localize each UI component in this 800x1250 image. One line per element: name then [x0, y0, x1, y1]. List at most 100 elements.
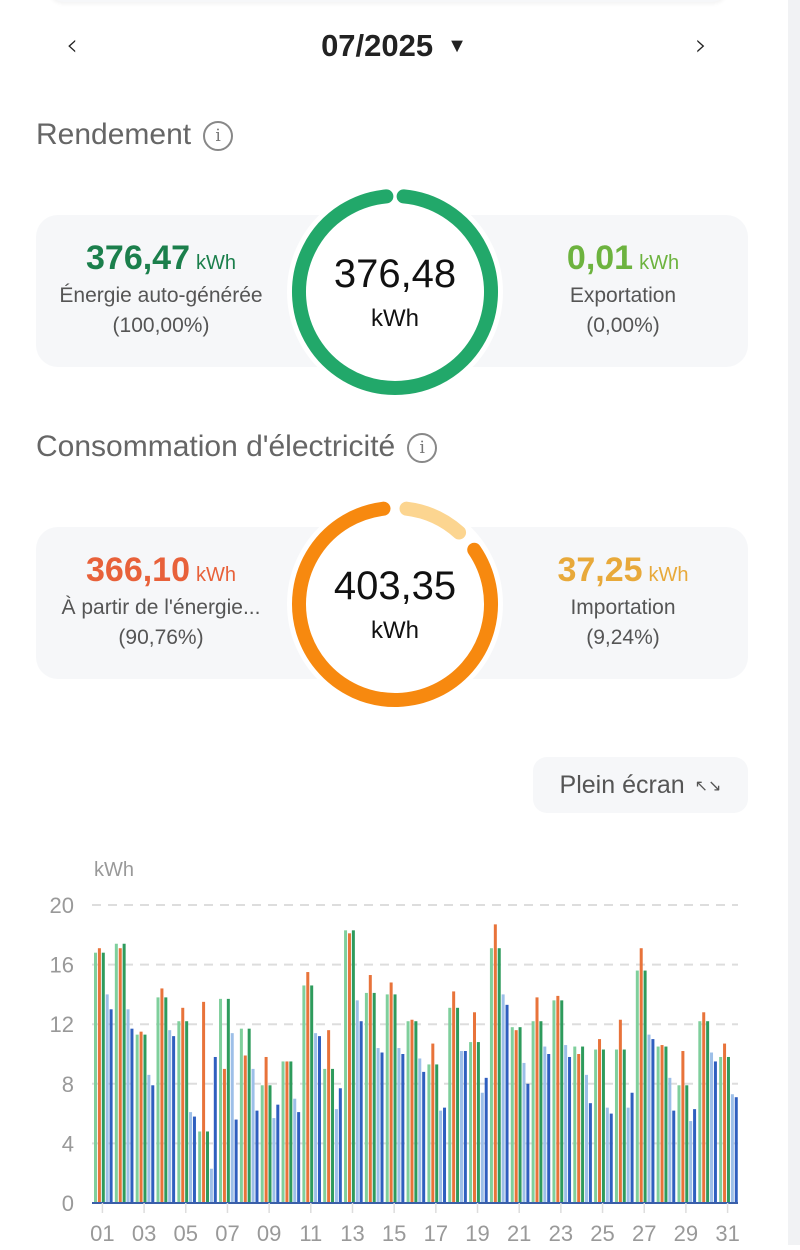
x-tick-label: 09	[257, 1221, 281, 1245]
bar-series-5-day-07	[234, 1119, 238, 1203]
consumption-ring	[287, 496, 503, 712]
bar-series-1-day-16	[406, 1021, 410, 1203]
x-tick-label: 25	[590, 1221, 614, 1245]
consumption-title: Consommation d'électricité	[36, 430, 396, 463]
bar-series-5-day-19	[484, 1077, 488, 1203]
info-icon[interactable]: i	[203, 121, 234, 151]
bar-series-2-day-13	[347, 933, 351, 1203]
bar-series-5-day-29	[693, 1109, 697, 1203]
yield-total-value: 376,48	[333, 251, 457, 296]
yield-ring-arc	[292, 189, 498, 395]
caret-down-icon: ▼	[447, 35, 467, 57]
chevron-right-icon[interactable]: ›	[695, 28, 707, 63]
bar-series-5-day-28	[672, 1110, 676, 1203]
bar-series-5-day-26	[630, 1092, 634, 1203]
bar-series-2-day-30	[702, 1012, 706, 1203]
bar-series-2-day-21	[514, 1030, 518, 1203]
chevron-left-icon[interactable]: ‹	[66, 28, 78, 63]
bar-series-2-day-16	[410, 1019, 414, 1203]
x-tick-label: 31	[715, 1221, 739, 1245]
self-generated-percent: (100,00%)	[112, 314, 210, 337]
bar-series-2-day-28	[660, 1045, 664, 1203]
export-unit: kWh	[639, 252, 680, 274]
bar-series-5-day-08	[255, 1110, 259, 1203]
bar-series-5-day-17	[443, 1107, 447, 1203]
bar-series-4-day-19	[480, 1092, 484, 1203]
bar-series-3-day-15	[393, 994, 397, 1203]
bar-series-4-day-02	[126, 1009, 130, 1203]
month-selector[interactable]: 07/2025 ▼	[0, 28, 788, 64]
bar-series-5-day-30	[713, 1061, 717, 1203]
bar-series-4-day-22	[543, 1046, 547, 1203]
bar-series-2-day-09	[264, 1056, 268, 1203]
scrollbar-track[interactable]	[788, 0, 800, 1245]
bar-series-1-day-03	[135, 1034, 139, 1203]
bar-series-2-day-23	[556, 995, 560, 1203]
import-label: Importation	[570, 596, 676, 619]
bar-series-1-day-02	[114, 943, 118, 1203]
consumption-gauge: 403,35 kWh	[283, 492, 507, 716]
bar-series-5-day-06	[213, 1056, 217, 1203]
import-percent: (9,24%)	[586, 626, 660, 649]
export-stat: 0,01 kWh Exportation (0,00%)	[498, 239, 748, 338]
bar-series-4-day-29	[689, 1121, 693, 1203]
bar-series-4-day-09	[272, 1118, 276, 1203]
bar-series-1-day-17	[427, 1064, 431, 1203]
export-value: 0,01	[566, 239, 634, 277]
export-label: Exportation	[569, 284, 677, 307]
expand-icon: ↖↘	[694, 775, 722, 795]
bar-series-5-day-22	[547, 1054, 551, 1203]
bar-series-2-day-29	[681, 1051, 685, 1203]
info-icon[interactable]: i	[407, 433, 438, 463]
x-tick-label: 23	[549, 1221, 573, 1245]
bar-series-2-day-10	[285, 1061, 289, 1203]
bar-series-3-day-12	[331, 1068, 335, 1203]
consumption-total-unit: kWh	[371, 616, 419, 644]
x-tick-label: 01	[90, 1221, 114, 1245]
fullscreen-button[interactable]: Plein écran ↖↘	[533, 757, 748, 813]
self-generated-unit: kWh	[196, 252, 236, 274]
bar-series-1-day-24	[573, 1046, 577, 1203]
bar-series-4-day-16	[418, 1058, 422, 1203]
yield-section-title: Rendement i	[36, 118, 234, 152]
bar-series-1-day-01	[94, 952, 97, 1203]
bar-series-5-day-23	[568, 1056, 572, 1203]
bar-series-4-day-25	[605, 1107, 609, 1203]
bar-series-3-day-30	[706, 1021, 710, 1203]
x-tick-label: 07	[215, 1221, 239, 1245]
bar-series-4-day-28	[668, 1077, 672, 1203]
bar-series-1-day-11	[302, 985, 306, 1203]
bar-series-3-day-24	[581, 1046, 585, 1203]
bar-series-3-day-23	[560, 1000, 564, 1203]
bar-series-2-day-18	[452, 991, 456, 1203]
bar-series-4-day-18	[459, 1051, 463, 1203]
bar-series-1-day-28	[656, 1046, 660, 1203]
bar-series-3-day-19	[476, 1042, 480, 1203]
month-navigator: ‹ 07/2025 ▼ ›	[0, 22, 788, 72]
bar-series-3-day-04	[164, 997, 168, 1203]
top-card-edge	[48, 0, 728, 2]
x-tick-label: 21	[507, 1221, 531, 1245]
self-generated-stat: 376,47 kWh Énergie auto-générée (100,00%)	[36, 239, 286, 338]
bar-series-5-day-03	[151, 1085, 155, 1203]
bar-series-5-day-13	[359, 1021, 363, 1203]
bar-series-1-day-04	[156, 997, 160, 1203]
y-tick-label: 16	[50, 953, 74, 978]
bar-series-4-day-12	[334, 1109, 338, 1203]
bar-series-2-day-26	[618, 1019, 622, 1203]
y-tick-label: 20	[50, 893, 74, 918]
bar-series-5-day-01	[109, 1009, 113, 1203]
bar-series-4-day-11	[314, 1033, 318, 1203]
export-percent: (0,00%)	[586, 314, 660, 337]
bar-series-4-day-23	[564, 1045, 568, 1203]
bar-series-4-day-24	[584, 1074, 588, 1203]
bar-series-4-day-21	[522, 1062, 526, 1203]
bar-series-2-day-08	[243, 1055, 247, 1203]
bar-series-4-day-01	[105, 994, 109, 1203]
bar-series-4-day-20	[501, 994, 505, 1203]
bar-series-3-day-01	[101, 952, 105, 1203]
yield-title: Rendement	[36, 118, 192, 151]
bar-series-1-day-10	[281, 1061, 285, 1203]
bar-series-5-day-21	[526, 1083, 530, 1203]
bar-series-5-day-04	[172, 1036, 176, 1203]
